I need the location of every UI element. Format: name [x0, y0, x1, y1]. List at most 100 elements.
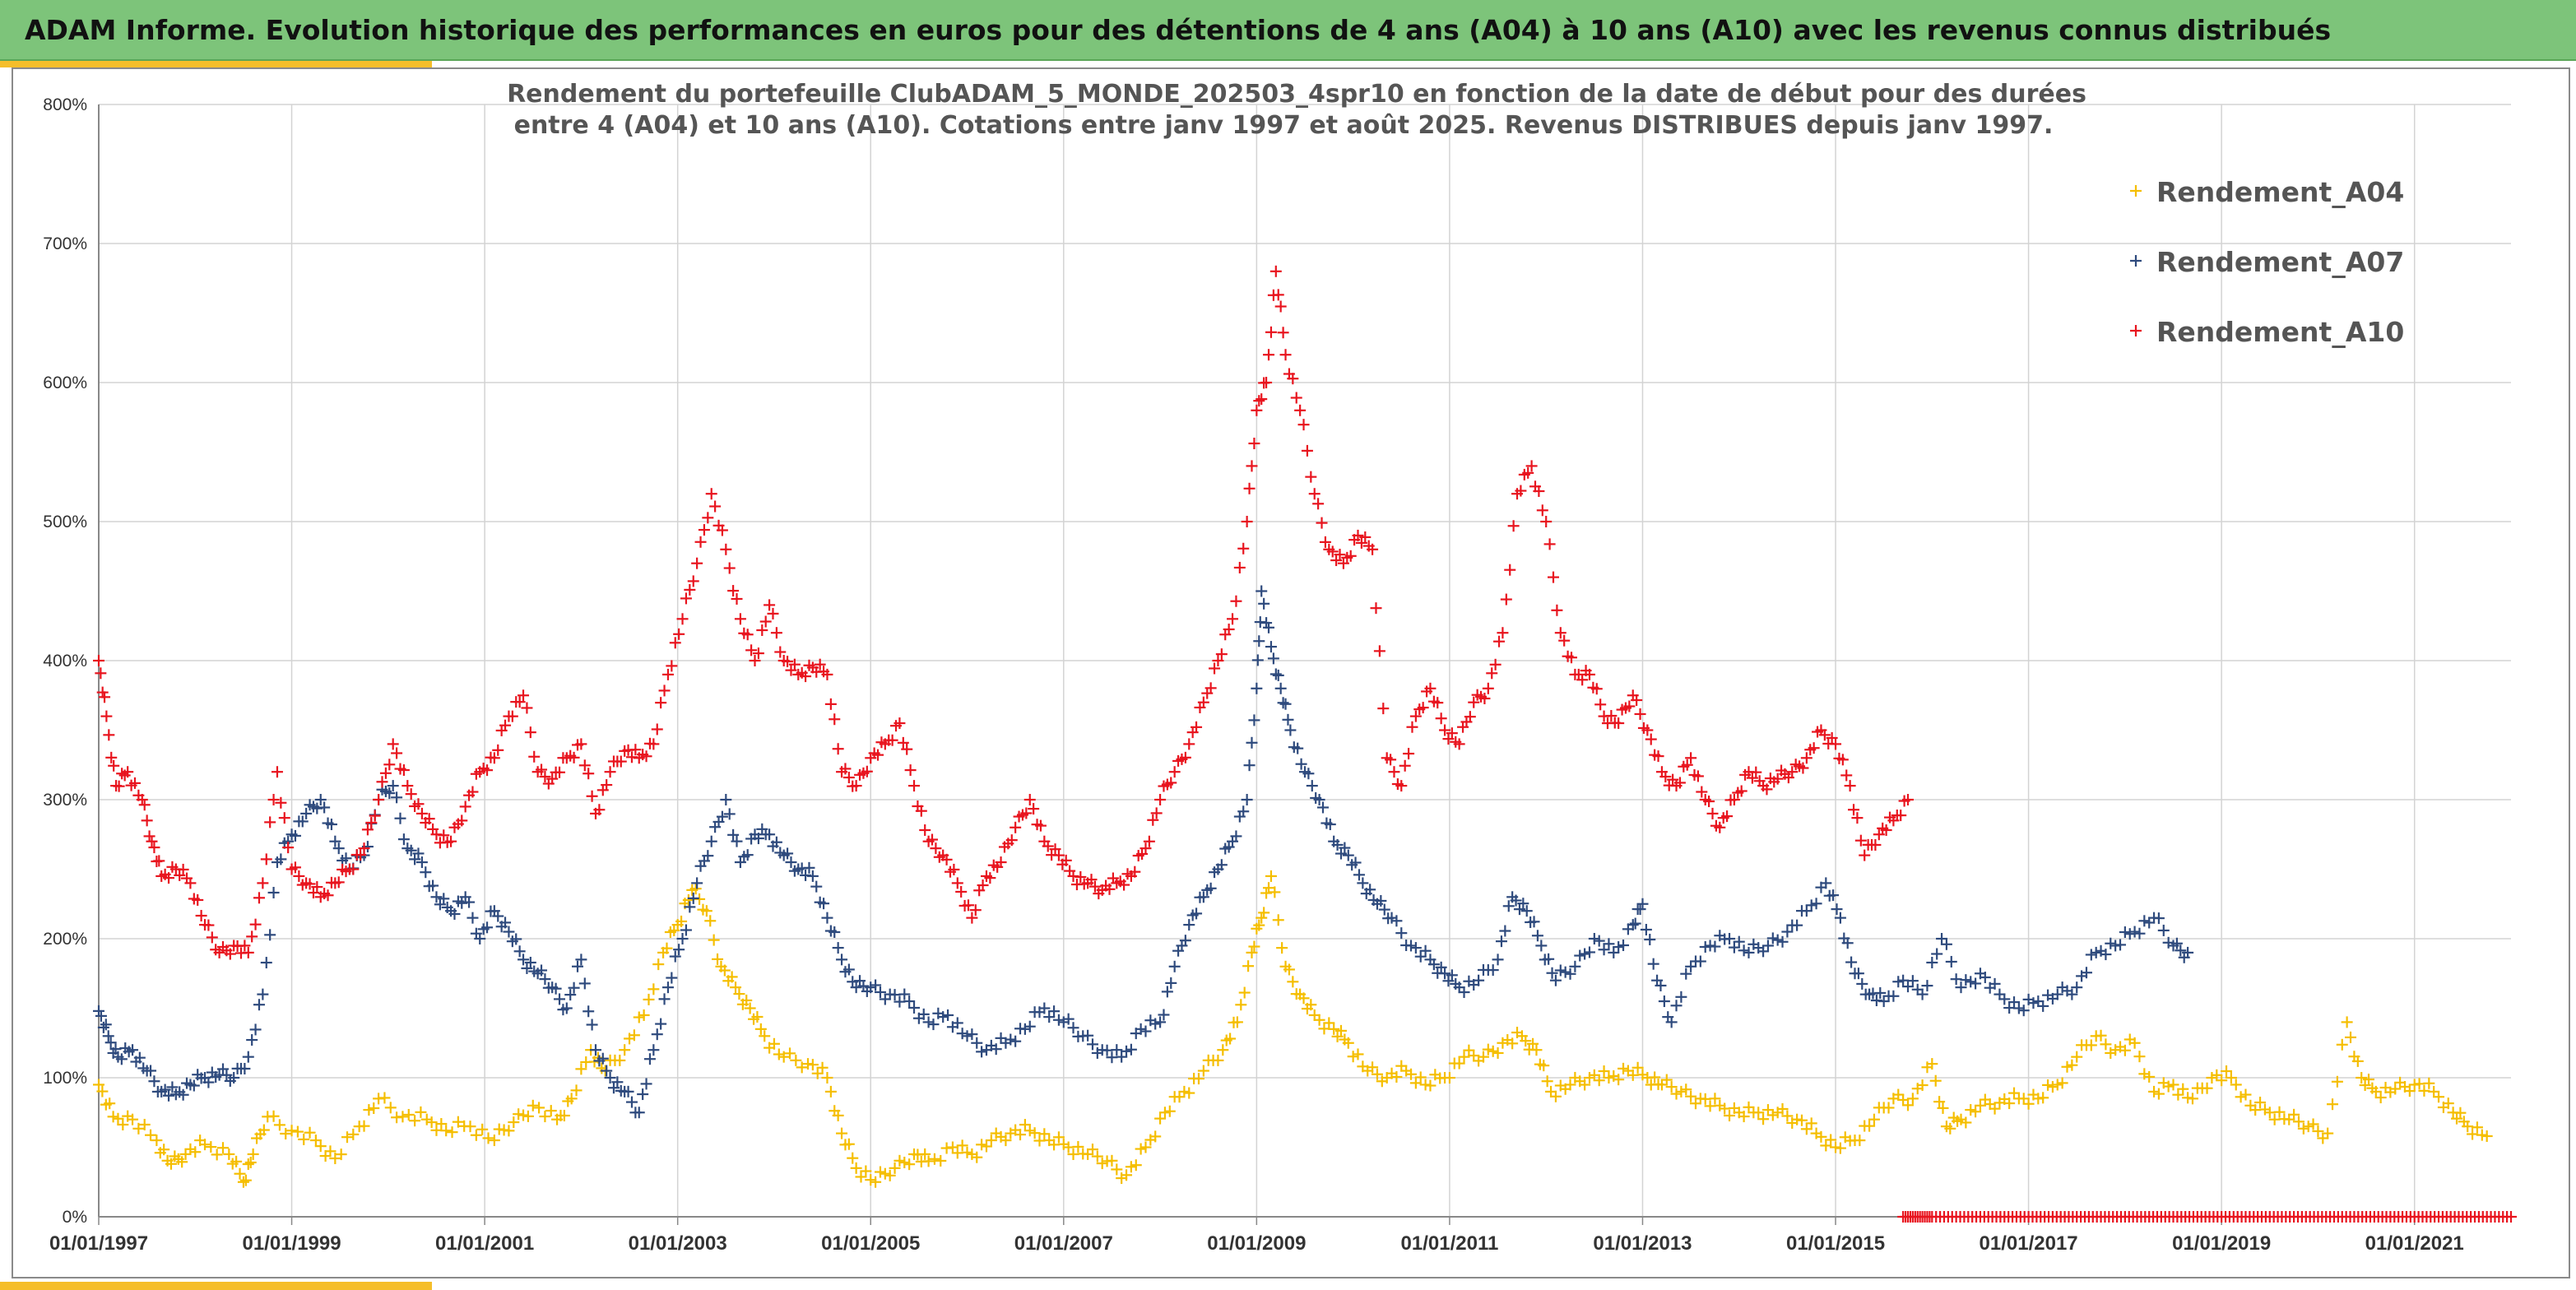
data-point: [811, 1067, 824, 1079]
x-tick-label: 01/01/2001: [435, 1232, 534, 1255]
data-point: [1342, 849, 1354, 861]
data-point: [128, 777, 141, 789]
data-point: [638, 1009, 650, 1021]
data-point: [601, 1065, 613, 1077]
data-point: [586, 1019, 598, 1031]
data-point: [1565, 652, 1577, 664]
data-point: [488, 752, 500, 764]
data-point: [1820, 1139, 1832, 1152]
data-point: [966, 1028, 978, 1041]
data-point: [2341, 1016, 2353, 1028]
data-point: [1993, 988, 2006, 1000]
data-point: [2003, 1097, 2016, 1110]
data-point: [1052, 1014, 1065, 1026]
data-point: [908, 780, 921, 792]
data-point: [1911, 983, 1924, 995]
data-point: [132, 1122, 145, 1135]
data-point: [850, 780, 862, 792]
data-point: [2090, 946, 2102, 958]
data-point: [376, 776, 388, 788]
data-point: [1533, 485, 1545, 497]
data-point: [1443, 1072, 1455, 1084]
data-point: [446, 1126, 458, 1139]
data-point: [249, 918, 262, 930]
data-point: [1233, 561, 1246, 573]
data-point: [492, 910, 504, 922]
data-point: [850, 981, 862, 994]
data-point: [1191, 907, 1203, 920]
data-point: [589, 1044, 601, 1056]
data-point: [115, 1053, 128, 1065]
data-point: [1028, 803, 1040, 815]
data-point: [435, 1118, 448, 1130]
data-point: [1541, 1075, 1553, 1088]
data-point: [387, 738, 399, 750]
data-point: [1902, 794, 1914, 805]
data-point: [506, 710, 518, 722]
data-point: [1864, 1120, 1876, 1132]
data-point: [2336, 1038, 2348, 1051]
data-point: [842, 1138, 855, 1150]
data-point: [415, 807, 428, 819]
data-point: [1761, 940, 1774, 952]
data-point: [2071, 981, 2083, 994]
data-point: [1277, 697, 1289, 709]
data-point: [1020, 807, 1033, 819]
data-point: [1757, 945, 1770, 958]
data-point: [773, 1048, 785, 1060]
data-point: [1197, 891, 1209, 903]
data-point: [420, 1113, 433, 1125]
data-point: [1489, 658, 1502, 671]
data-point: [1665, 1016, 1678, 1028]
data-point: [1192, 1073, 1204, 1085]
data-point: [764, 828, 776, 841]
data-point: [861, 765, 873, 777]
data-point: [961, 1030, 973, 1042]
data-point: [680, 592, 692, 605]
data-point: [1776, 1102, 1789, 1115]
data-point: [1197, 1065, 1209, 1077]
data-point: [647, 983, 660, 995]
data-point: [1998, 993, 2011, 1005]
data-point: [1502, 900, 1515, 912]
data-point: [828, 926, 841, 938]
data-point: [298, 1133, 310, 1145]
data-point: [2327, 1098, 2339, 1111]
data-point: [1535, 940, 1548, 952]
points-layer: [93, 265, 2517, 1223]
data-point: [723, 562, 736, 574]
data-point: [1269, 668, 1282, 680]
data-point: [1074, 870, 1087, 883]
data-point: [879, 993, 891, 1005]
data-point: [1248, 714, 1260, 726]
data-point: [397, 833, 410, 846]
data-point: [1209, 662, 1221, 675]
data-point: [700, 905, 712, 917]
data-point: [244, 1157, 257, 1168]
data-point: [1038, 1128, 1051, 1140]
data-point: [2230, 1079, 2242, 1091]
data-point: [104, 1097, 116, 1110]
data-point: [1101, 1044, 1113, 1056]
data-point: [1052, 1131, 1065, 1144]
data-point: [1373, 645, 1385, 657]
data-point: [329, 1153, 341, 1165]
data-point: [1743, 1101, 1755, 1113]
data-point: [242, 946, 254, 958]
data-point: [1851, 812, 1864, 824]
chart-frame: 0% 100% 200% 300% 400% 500% 600% 700% 800% 01/01/…: [12, 67, 2570, 1278]
series-rendement_a07: [93, 585, 2194, 1119]
data-point: [1815, 1130, 1827, 1143]
data-point: [726, 971, 738, 983]
data-point: [1593, 935, 1605, 947]
data-point: [1265, 641, 1277, 653]
data-point: [275, 796, 287, 809]
data-point: [919, 824, 931, 836]
data-point: [1641, 724, 1654, 736]
data-point: [1267, 652, 1279, 665]
data-point: [188, 1079, 200, 1092]
data-point: [976, 1046, 988, 1058]
data-point: [1543, 538, 1556, 550]
data-point: [1510, 894, 1522, 907]
data-point: [962, 899, 974, 912]
